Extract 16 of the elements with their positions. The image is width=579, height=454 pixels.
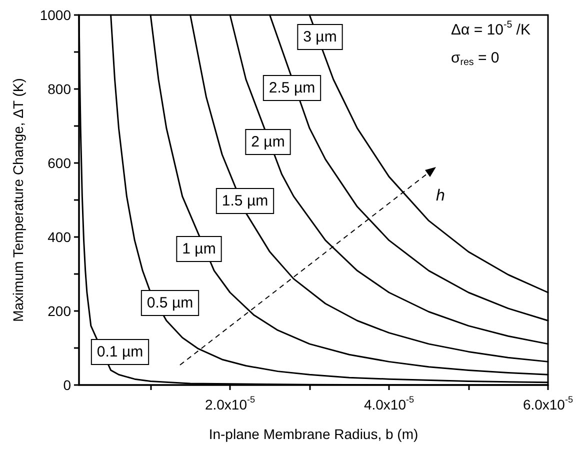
series-label: 1 µm bbox=[182, 240, 216, 258]
x-axis-title: In-plane Membrane Radius, b (m) bbox=[208, 426, 418, 442]
annotation: h bbox=[436, 188, 445, 204]
y-tick-label: 200 bbox=[48, 303, 72, 319]
y-tick-label: 600 bbox=[48, 155, 72, 171]
series-label: 0.5 µm bbox=[146, 294, 194, 312]
y-tick-label: 400 bbox=[48, 229, 72, 245]
y-tick-label: 0 bbox=[63, 377, 72, 393]
series-label: 2 µm bbox=[251, 134, 285, 150]
series-label: 1.5 µm bbox=[222, 192, 268, 210]
y-tick-label: 1000 bbox=[40, 7, 72, 23]
y-axis-title: Maximum Temperature Change, ΔT (K) bbox=[10, 78, 26, 322]
y-tick-label: 800 bbox=[48, 81, 72, 97]
series-label: 3 µm bbox=[303, 28, 337, 46]
series-label: 0.1 µm bbox=[96, 344, 144, 360]
series-label: 2.5 µm bbox=[268, 80, 316, 96]
